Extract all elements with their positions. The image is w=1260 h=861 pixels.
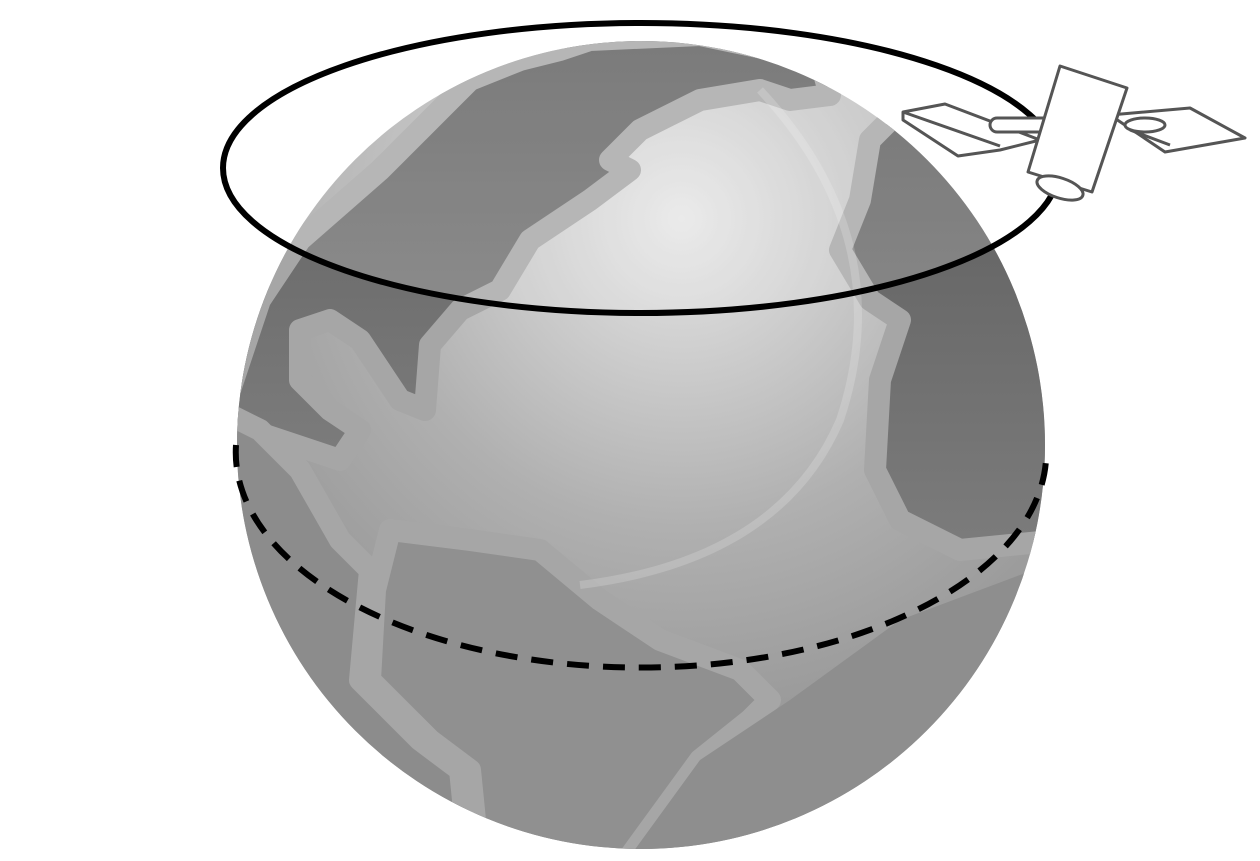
solar-panel-left (901, 102, 1042, 158)
land-south (359, 519, 781, 849)
satellite-nozzle (1035, 174, 1085, 202)
globe-highlight (579, 87, 862, 589)
satellite-body (1026, 64, 1129, 194)
equator-dashed (232, 444, 1049, 671)
land-north (237, 41, 841, 471)
satellite (901, 64, 1247, 202)
orbit (220, 20, 1062, 316)
